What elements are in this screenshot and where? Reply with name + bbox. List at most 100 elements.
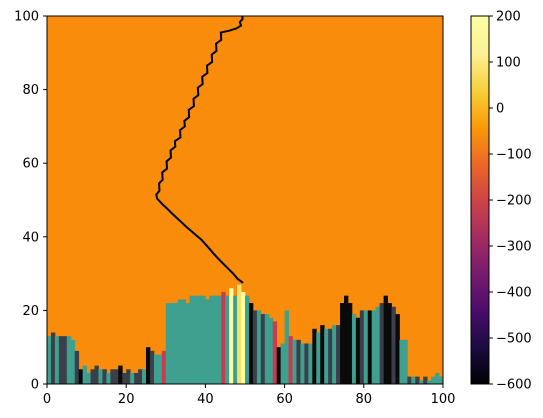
x-tick-label: 20 — [118, 392, 135, 407]
colorbar-tick-label: 0 — [496, 102, 504, 117]
terrain-column-44 — [256, 310, 262, 384]
y-tick-label: 80 — [22, 83, 39, 98]
colorbar-tick-label: −100 — [496, 148, 532, 163]
y-tick-label: 0 — [31, 378, 39, 393]
terrain-column-29 — [169, 303, 179, 384]
terrain-column-1 — [50, 332, 56, 384]
terrain-column-89 — [435, 372, 440, 384]
terrain-column-67 — [347, 303, 353, 384]
terrain-column-79 — [395, 314, 400, 384]
colorbar-tick-label: −300 — [496, 240, 532, 255]
terrain-column-9 — [86, 372, 91, 384]
terrain-column-58 — [312, 328, 317, 384]
terrain-column-57 — [308, 343, 313, 384]
terrain-column-2 — [54, 336, 60, 384]
x-tick-label: 0 — [43, 392, 51, 407]
colorbar-gradient — [471, 16, 489, 384]
terrain-column-77 — [387, 303, 392, 384]
terrain-column-21 — [138, 369, 143, 384]
terrain-column-46 — [264, 314, 270, 384]
profile-line — [155, 15, 244, 284]
terrain-column-55 — [300, 343, 305, 384]
terrain-column-66 — [344, 295, 349, 384]
terrain-column-70 — [359, 310, 365, 384]
terrain-column-39 — [237, 284, 242, 384]
terrain-column-64 — [336, 325, 341, 384]
terrain-column-49 — [276, 347, 282, 384]
terrain-column-25 — [153, 354, 159, 384]
x-tick-label: 80 — [356, 392, 373, 407]
terrain-column-32 — [189, 295, 206, 384]
terrain-column-14 — [106, 372, 111, 384]
terrain-column-84 — [415, 376, 420, 384]
terrain-column-56 — [304, 343, 309, 384]
plot-area — [46, 15, 444, 385]
terrain-column-34 — [209, 295, 222, 384]
terrain-column-11 — [94, 365, 99, 384]
terrain-cells — [47, 284, 444, 384]
terrain-column-40 — [241, 292, 246, 384]
terrain-column-81 — [403, 339, 408, 384]
terrain-column-72 — [367, 310, 373, 384]
terrain-column-83 — [411, 376, 416, 384]
terrain-column-59 — [316, 332, 321, 384]
y-tick-label: 40 — [22, 230, 39, 245]
colorbar-tick-label: −400 — [496, 286, 532, 301]
plot-frame — [46, 15, 444, 385]
terrain-column-63 — [332, 325, 337, 384]
terrain-column-15 — [110, 369, 119, 384]
terrain-column-7 — [78, 369, 84, 384]
terrain-column-68 — [351, 314, 357, 384]
terrain-column-52 — [288, 336, 293, 384]
terrain-column-87 — [427, 380, 432, 384]
terrain-column-76 — [383, 295, 388, 384]
colorbar-tick-label: −200 — [496, 194, 532, 209]
colorbar-tick-label: 200 — [496, 10, 521, 25]
terrain-column-5 — [70, 339, 76, 384]
terrain-column-45 — [260, 314, 266, 384]
terrain-column-16 — [118, 365, 123, 384]
terrain-column-0 — [47, 336, 52, 384]
terrain-column-74 — [375, 306, 381, 384]
terrain-column-33 — [205, 299, 210, 384]
terrain-column-47 — [268, 317, 274, 384]
terrain-column-42 — [248, 303, 254, 384]
terrain-column-20 — [134, 372, 139, 384]
colorbar-tick-label: −500 — [496, 332, 532, 347]
terrain-column-48 — [272, 321, 278, 384]
terrain-column-6 — [74, 350, 80, 384]
terrain-column-61 — [324, 328, 329, 384]
terrain-column-35 — [221, 292, 226, 384]
y-tick-label: 60 — [22, 157, 39, 172]
terrain-column-27 — [161, 350, 167, 384]
terrain-column-38 — [233, 295, 238, 384]
terrain-column-26 — [157, 354, 163, 384]
terrain-column-50 — [280, 343, 285, 384]
terrain-column-73 — [371, 310, 377, 384]
terrain-column-37 — [229, 288, 234, 384]
terrain-column-12 — [98, 369, 103, 384]
terrain-column-36 — [225, 295, 230, 384]
terrain-column-4 — [66, 336, 72, 384]
terrain-column-54 — [296, 339, 301, 384]
terrain-column-28 — [165, 303, 171, 384]
terrain-column-41 — [245, 295, 250, 384]
terrain-column-88 — [431, 376, 436, 384]
terrain-column-82 — [407, 376, 412, 384]
x-tick-label: 40 — [197, 392, 214, 407]
y-tick-label: 20 — [22, 304, 39, 319]
terrain-column-51 — [284, 310, 289, 384]
y-axis: 0 20 40 60 80 100 — [14, 10, 47, 393]
terrain-column-24 — [149, 350, 155, 384]
terrain-column-69 — [355, 317, 361, 384]
terrain-column-62 — [328, 328, 333, 384]
x-axis: 0 20 40 60 80 100 — [43, 384, 456, 407]
x-tick-label: 100 — [431, 392, 456, 407]
terrain-column-18 — [126, 369, 131, 384]
terrain-column-90 — [439, 376, 444, 384]
terrain-column-65 — [340, 303, 345, 384]
terrain-column-75 — [379, 303, 384, 384]
terrain-column-8 — [82, 365, 87, 384]
terrain-column-86 — [423, 376, 428, 384]
